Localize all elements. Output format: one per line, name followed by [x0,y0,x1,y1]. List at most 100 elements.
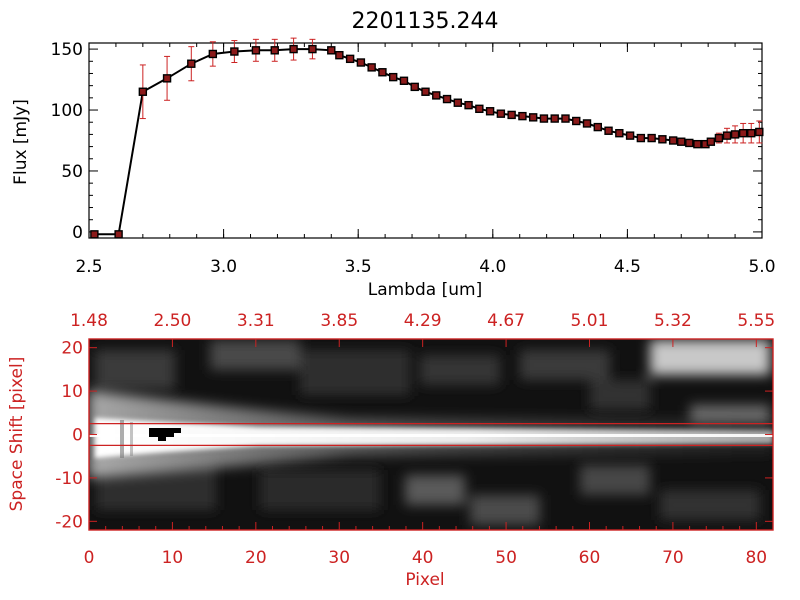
heatmap-x-tick-label: 50 [495,548,517,568]
data-point [593,122,602,132]
trace-band [95,418,773,458]
x-axis-label: Lambda [um] [368,280,482,300]
heatmap-y-ticks: -20 -10 0 10 20 [55,339,773,532]
data-point [625,131,635,140]
heatmap-y-tick-label: -10 [55,469,83,489]
y-tick-label: 0 [72,223,83,243]
data-point [442,94,452,104]
heatmap-x-tick-label: 10 [162,548,184,568]
data-point [693,139,702,149]
data-point [475,104,484,114]
data-point [685,138,694,148]
heatmap-x-axis-label: Pixel [405,570,444,590]
data-point [289,44,298,54]
data-point [722,131,732,140]
y-tick-label: 150 [51,40,83,60]
data-point [528,113,538,122]
data-point [345,54,355,64]
data-point [730,130,740,139]
data-point [367,63,376,72]
data-point [208,49,218,59]
data-point [507,110,516,120]
heatmap-y-axis-label: Space Shift [pixel] [7,357,27,512]
data-point [755,127,764,137]
data-point [539,114,549,123]
saturated-pixels [149,428,181,441]
spectrum-y-ticks: 0 50 100 150 [51,40,762,243]
data-point [706,137,716,146]
data-point [747,128,756,138]
wavelength-tick-label: 5.32 [654,311,692,331]
extraction-lines [89,423,773,446]
data-point [485,107,495,116]
data-point [421,87,430,96]
wavelength-tick-label: 5.55 [737,311,775,331]
data-point [550,114,559,123]
y-tick-label: 50 [61,162,83,182]
data-point [738,128,748,138]
data-point [327,46,336,55]
wavelength-tick-label: 3.31 [237,311,275,331]
y-tick-label: 100 [51,101,83,121]
wavelength-tick-label: 4.29 [404,311,442,331]
heatmap-y-tick-label: 10 [61,382,83,402]
data-point [90,230,99,239]
heatmap-x-tick-label: 40 [412,548,434,568]
wavelength-tick-label: 3.85 [320,311,358,331]
data-point [615,128,624,138]
data-point [410,82,419,92]
heatmap-x-ticks: 0 10 20 30 40 50 60 70 80 [84,522,767,568]
heatmap-texture [95,340,770,525]
data-point [114,230,123,239]
data-point [658,135,667,144]
data-point [432,91,441,100]
data-point [187,59,196,68]
data-point [561,114,570,123]
data-point [308,44,317,54]
heatmap-x-tick-label: 80 [745,548,767,568]
data-point [378,68,387,77]
data-point [453,98,463,107]
data-point [496,109,506,118]
data-point [356,58,366,67]
heatmap-x-tick-label: 0 [84,548,95,568]
wavelength-tick-label: 1.48 [70,311,108,331]
data-point [388,72,398,82]
heatmap-y-tick-label: 0 [72,426,83,446]
data-point [668,136,678,145]
data-point [677,137,686,146]
data-point [335,50,344,60]
x-tick-label: 5.0 [748,257,775,277]
wavelength-tick-label: 4.67 [487,311,525,331]
heatmap-x-tick-label: 70 [662,548,684,568]
data-point [636,133,646,143]
spectrum-x-ticks: 2.5 3.0 3.5 4.0 4.5 5.0 [75,43,776,277]
spectrum-series [90,37,764,239]
x-tick-label: 2.5 [75,257,102,277]
heatmap-y-tick-label: -20 [55,512,83,532]
y-axis-label: Flux [mJy] [11,99,31,185]
data-point [399,76,409,85]
data-point [464,100,473,110]
x-tick-label: 3.5 [345,257,372,277]
wavelength-tick-label: 5.01 [571,311,609,331]
spectrum-axes-frame [88,42,763,239]
data-point [647,133,656,143]
data-point [572,116,581,126]
wavelength-tick-label: 2.50 [153,311,191,331]
data-point [518,111,527,121]
data-point [230,47,239,56]
data-point [604,126,613,135]
x-tick-label: 4.5 [614,257,641,277]
heatmap-x-tick-label: 60 [579,548,601,568]
heatmap-y-tick-label: 20 [61,339,83,359]
data-point [138,87,148,96]
data-point [270,46,279,55]
data-point [162,74,172,83]
heatmap-x-tick-label: 20 [245,548,267,568]
plot-title: 2201135.244 [352,9,499,34]
spatial-profile-heatmap: 0 10 20 30 40 50 60 70 80 -20 -10 0 10 20 1.48 2.50 3.… [7,311,775,590]
data-point [714,133,724,143]
heatmap-wavelength-ticks: 1.48 2.50 3.31 3.85 4.29 4.67 5.01 5.32 5.55 [70,311,775,347]
